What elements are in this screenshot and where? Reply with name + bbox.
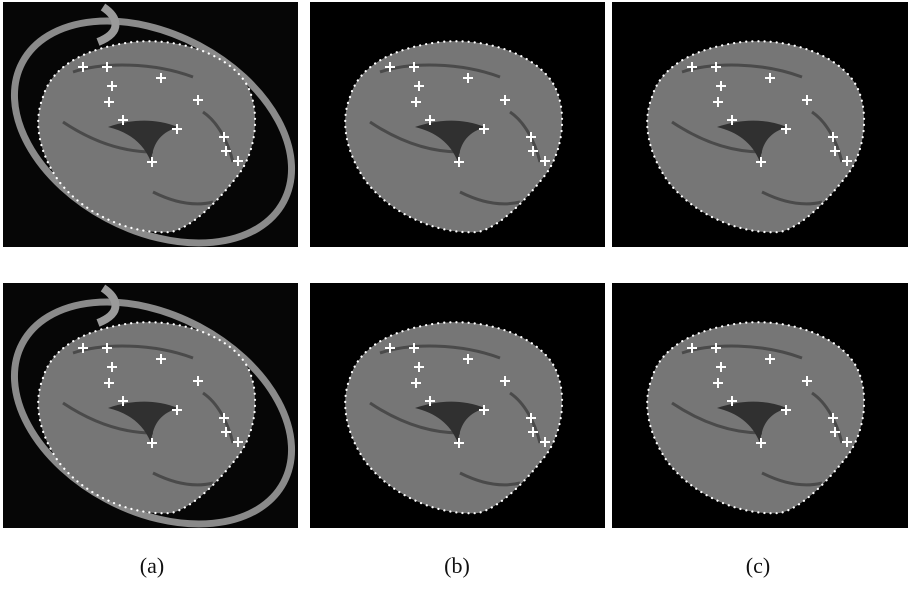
- caption: (c): [746, 553, 770, 578]
- figure: (a) (b) (c): [0, 0, 909, 586]
- panel-a-top: [0, 0, 330, 288]
- panel-b-bottom: [310, 283, 605, 528]
- panel-b-top: [310, 2, 605, 247]
- panel-c-top: [612, 2, 908, 247]
- panel-c-bottom: [612, 283, 908, 528]
- caption: (b): [444, 553, 470, 578]
- page: {"captions": ["(a)", "(b)", "(c)"]}: [0, 0, 909, 586]
- panel-a-bottom: [0, 257, 330, 569]
- caption: (a): [140, 553, 164, 578]
